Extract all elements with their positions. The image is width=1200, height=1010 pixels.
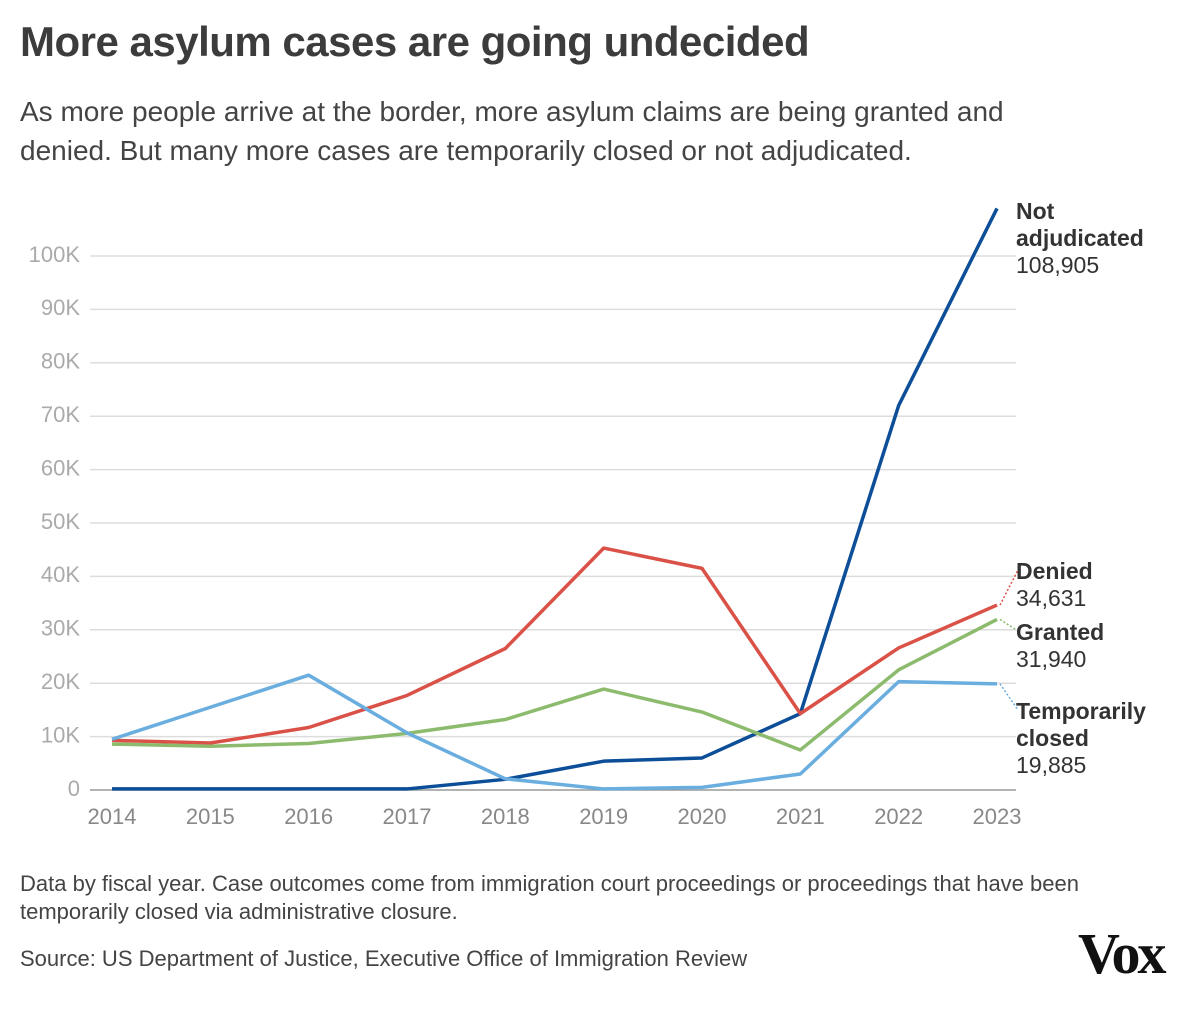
- value-label: 108,905: [1016, 252, 1100, 278]
- series-line: [112, 207, 999, 791]
- chart-title: More asylum cases are going undecided: [20, 18, 810, 65]
- series-label: Granted 31,940: [1016, 619, 1176, 673]
- label-connector: [999, 618, 1019, 632]
- value-label: 31,940: [1016, 646, 1087, 672]
- y-tick-label: 80K: [41, 349, 80, 374]
- value-label: 19,885: [1016, 752, 1087, 778]
- label-connector: [999, 569, 1019, 606]
- chart-subtitle: As more people arrive at the border, mor…: [20, 96, 1004, 166]
- logo: Vox: [1078, 921, 1167, 986]
- x-tick-label: 2014: [88, 804, 137, 829]
- y-tick-label: 30K: [41, 616, 80, 641]
- series-name: Not adjudicated: [1016, 198, 1144, 251]
- x-tick-label: 2016: [284, 804, 333, 829]
- y-tick-label: 0: [68, 776, 80, 801]
- series-name: Temporarily closed: [1016, 698, 1146, 751]
- x-tick-label: 2019: [579, 804, 628, 829]
- y-tick-label: 70K: [41, 402, 80, 427]
- x-tick-label: 2020: [678, 804, 727, 829]
- x-tick-label: 2022: [874, 804, 923, 829]
- x-tick-label: 2017: [383, 804, 432, 829]
- series-label: Temporarily closed 19,885: [1016, 698, 1176, 779]
- y-tick-label: 20K: [41, 669, 80, 694]
- y-tick-label: 10K: [41, 722, 80, 747]
- x-tick-label: 2023: [973, 804, 1022, 829]
- y-tick-label: 90K: [41, 295, 80, 320]
- series-label: Denied 34,631: [1016, 558, 1176, 612]
- series-line: [111, 546, 998, 745]
- value-label: 34,631: [1016, 585, 1087, 611]
- x-tick-label: 2015: [186, 804, 235, 829]
- series-label: Not adjudicated 108,905: [1016, 198, 1176, 279]
- series-line: [111, 673, 998, 791]
- series-name: Denied: [1016, 558, 1093, 584]
- x-tick-label: 2018: [481, 804, 530, 829]
- series-name: Granted: [1016, 619, 1105, 645]
- footnote: Data by fiscal year. Case outcomes come …: [20, 871, 1079, 924]
- y-tick-label: 60K: [41, 455, 80, 480]
- y-tick-label: 40K: [41, 562, 80, 587]
- series-line: [111, 617, 998, 752]
- x-tick-label: 2021: [776, 804, 825, 829]
- label-connector: [999, 683, 1019, 711]
- source: Source: US Department of Justice, Execut…: [20, 946, 748, 971]
- y-tick-label: 100K: [29, 242, 81, 267]
- y-tick-label: 50K: [41, 509, 80, 534]
